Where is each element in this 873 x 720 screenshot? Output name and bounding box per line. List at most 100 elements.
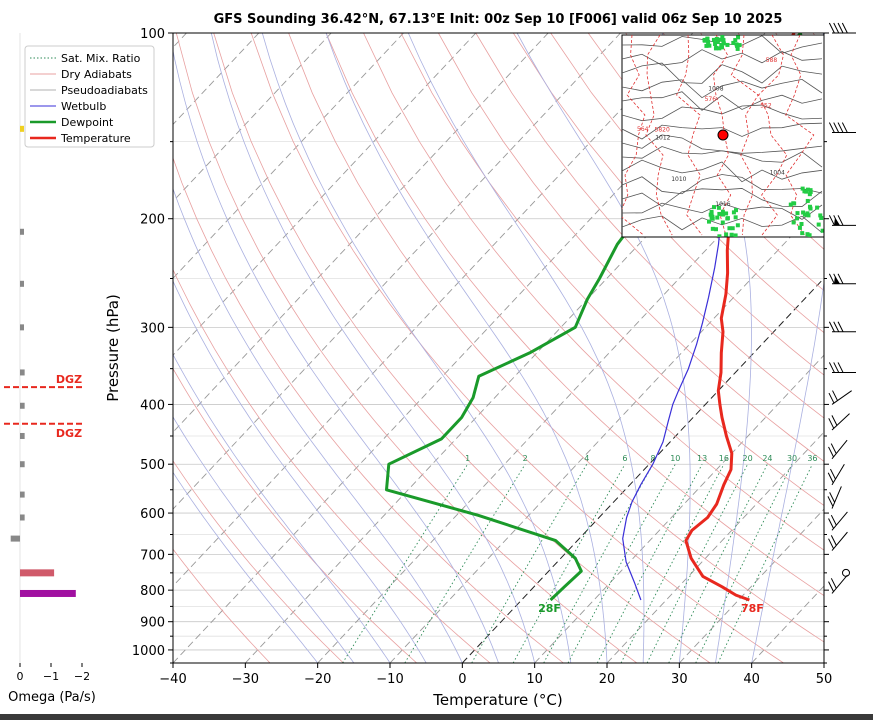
map-precip [710,214,715,219]
map-precip [714,36,719,41]
isotherm-line [173,33,694,587]
mixing-ratio-label: 2 [523,454,528,463]
dry-adiabat-line [325,33,824,597]
mixing-ratio-line [342,463,469,663]
mixing-ratio-line [668,463,768,663]
omega-bar [20,228,24,235]
mixing-ratio-label: 4 [584,454,589,463]
map-precip [720,220,725,225]
map-precip [800,186,805,191]
x-tick-label: 40 [743,672,760,687]
wind-barbs [827,22,856,594]
omega-axis-label: Omega (Pa/s) [8,690,96,705]
map-precip [736,35,741,40]
y-tick-label: 900 [140,616,165,631]
moist-adiabat-line [173,280,427,663]
map-precip [725,42,730,47]
dry-adiabat-line [173,268,491,663]
map-precip [705,36,710,41]
moist-adiabat-line [261,33,572,663]
y-tick-label: 300 [140,321,165,336]
map-precip [805,187,810,192]
map-precip [724,232,729,237]
omega-tick-label: 0 [17,670,24,683]
dry-adiabat-line [288,33,824,643]
y-tick-label: 500 [140,458,165,473]
map-label: 588 [766,57,778,64]
moist-adiabat-line [516,33,691,663]
map-precip [734,42,739,47]
map-label: 1010 [671,176,686,183]
x-tick-label: −40 [159,672,186,687]
moist-adiabat-line [173,48,499,663]
wind-barb [842,568,850,577]
mixing-ratio-label: 6 [622,454,627,463]
y-tick-label: 700 [140,548,165,563]
x-tick-label: −20 [304,672,331,687]
chart-title: GFS Sounding 36.42°N, 67.13°E Init: 00z … [214,12,783,27]
map-label: 1004 [770,170,785,177]
map-contour [622,215,823,233]
dry-adiabat-line [512,33,824,376]
map-precip [704,43,709,48]
omega-bar [20,125,24,132]
map-precip [721,41,726,46]
mixing-ratio-label: 13 [697,454,707,463]
y-tick-label: 400 [140,398,165,413]
map-precip [818,213,823,218]
omega-bar [20,402,25,409]
map-precip [707,43,712,48]
wind-barb [828,413,850,431]
isotherm-line [173,33,332,202]
map-precip [715,215,720,220]
map-precip [702,37,707,42]
map-isoheight [730,35,759,236]
wind-barb [828,122,856,134]
mixing-ratio-label: 8 [650,454,655,463]
map-precip [791,220,796,225]
map-contour [622,188,823,207]
legend-box [24,45,155,148]
isotherm-line [606,431,824,663]
omega-tick-label: −2 [74,670,90,683]
dewpoint-surface-label: 28F [538,602,561,615]
map-precip [815,205,820,210]
x-tick-label: 30 [671,672,688,687]
dry-adiabat-line [213,33,711,663]
map-precip [820,228,824,233]
map-precip [720,209,725,214]
omega-panel: 0 −1 −2 DGZ DGZ [4,33,90,683]
map-contour [622,174,823,195]
legend: Sat. Mix. Ratio Dry Adiabats Pseudoadiabat… [24,45,155,148]
map-precip [725,216,730,221]
map-precip [800,231,805,236]
location-marker [717,129,729,141]
map-precip [808,206,813,211]
omega-bar [20,280,24,287]
map-precip [706,39,711,44]
map-precip [719,45,724,50]
x-tick-label: 50 [816,672,833,687]
map-precip [729,232,734,237]
map-precip [805,232,810,237]
legend-label: Pseudoadiabats [61,84,148,97]
inset-map: 1016 1012 1008 1004 1010 5820 588 576 564 552 [621,34,825,238]
omega-bar [20,491,25,498]
mixing-ratio-line [471,463,588,663]
omega-tick-label: −1 [43,670,59,683]
map-isoheight [785,35,815,236]
y-axis-label: Pressure (hPa) [104,294,122,402]
map-precip [713,42,718,47]
map-contour [622,62,823,84]
map-label: 1016 [715,201,730,208]
map-precip [819,215,824,220]
map-precip [730,226,735,231]
wind-barb [828,321,856,333]
moist-adiabat-line [661,33,752,663]
moist-adiabat-line [173,416,355,663]
moist-adiabat-line [407,33,645,663]
map-contour [622,122,823,140]
dry-adiabat-line [250,33,784,663]
legend-label: Wetbulb [61,100,106,113]
